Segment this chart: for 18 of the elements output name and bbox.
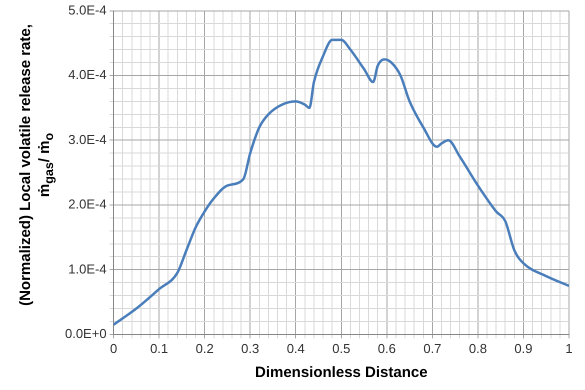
x-axis-title: Dimensionless Distance	[254, 364, 428, 382]
x-tick-label: 0.2	[196, 340, 214, 356]
x-tick-label: 0.6	[378, 340, 396, 356]
y-tick-label: 3.0E-4	[68, 132, 107, 147]
x-tick-label: 0.7	[423, 340, 442, 356]
x-tick-label: 0.8	[468, 340, 487, 356]
y-tick-label: 1.0E-4	[68, 261, 107, 276]
y-tick-label: 0.0E+0	[64, 326, 107, 341]
y-tick-label: 4.0E-4	[68, 67, 107, 82]
x-tick-label: 1	[565, 340, 573, 356]
y-tick-label: 2.0E-4	[68, 196, 107, 212]
x-tick-label: 0.4	[286, 340, 305, 356]
x-tick-label: 0.5	[332, 340, 350, 356]
x-tick-label: 0.3	[241, 340, 260, 356]
x-tick-label: 0.1	[150, 340, 168, 356]
x-tick-label: 0	[110, 340, 118, 356]
y-tick-label: 5.0E-4	[68, 2, 107, 18]
x-tick-label: 0.9	[514, 340, 532, 356]
